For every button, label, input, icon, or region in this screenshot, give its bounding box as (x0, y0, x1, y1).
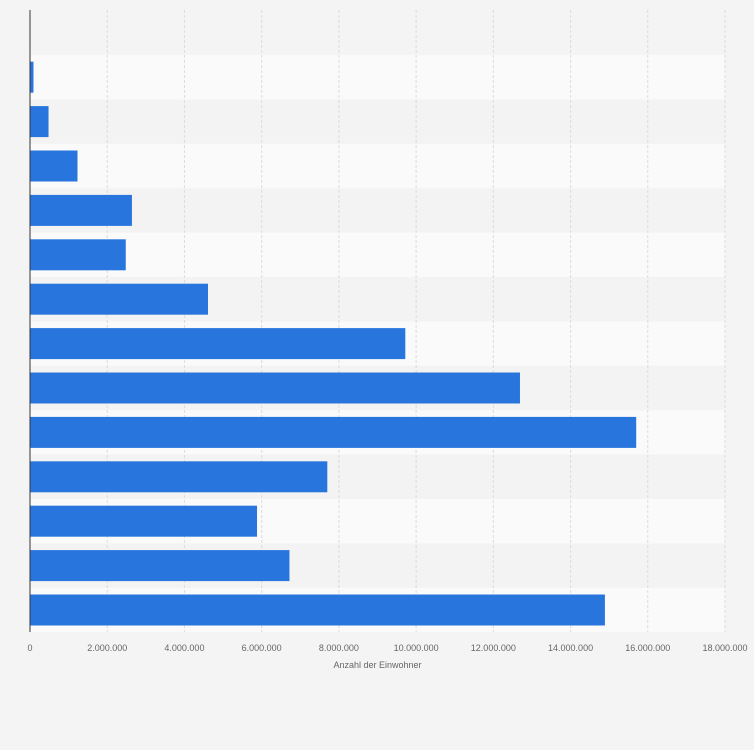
gridlines (106, 10, 726, 632)
x-axis-ticks: 0 2.000.000 4.000.000 6.000.000 8.000.000 10.… (27, 643, 747, 653)
background-band (30, 188, 725, 233)
bar (30, 283, 208, 315)
background-band (30, 143, 725, 189)
bar (30, 106, 49, 138)
bar (30, 194, 132, 226)
bar (30, 239, 126, 271)
x-tick-label: 10.000.000 (394, 643, 439, 653)
background-band (30, 99, 725, 144)
bar (30, 461, 328, 493)
background-band (30, 232, 725, 277)
background-band (30, 55, 725, 100)
bar (30, 150, 78, 182)
x-tick-label: 8.000.000 (319, 643, 359, 653)
bar (30, 416, 637, 448)
x-tick-label: 18.000.000 (702, 643, 747, 653)
bar (30, 505, 258, 537)
x-tick-label: 16.000.000 (625, 643, 670, 653)
bar (30, 61, 34, 93)
bar (30, 594, 605, 626)
bar (30, 372, 520, 404)
bar (30, 328, 406, 360)
x-tick-label: 4.000.000 (164, 643, 204, 653)
x-tick-label: 12.000.000 (471, 643, 516, 653)
bars (30, 61, 637, 626)
x-tick-label: 0 (27, 643, 32, 653)
x-tick-label: 14.000.000 (548, 643, 593, 653)
bar (30, 550, 290, 582)
x-axis-title: Anzahl der Einwohner (333, 660, 421, 670)
x-tick-label: 2.000.000 (87, 643, 127, 653)
x-tick-label: 6.000.000 (242, 643, 282, 653)
